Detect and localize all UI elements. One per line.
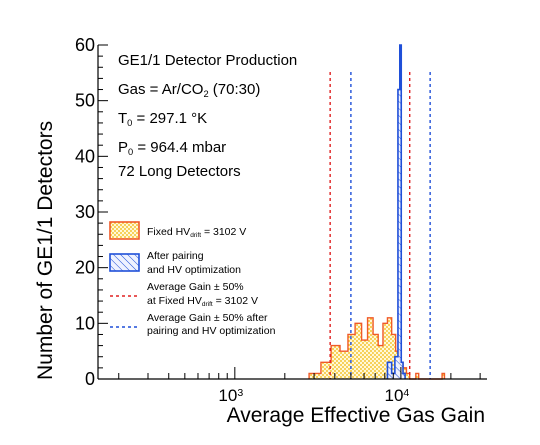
histogram-bar (309, 373, 321, 379)
histogram-bar (320, 362, 332, 379)
y-tick-label: 0 (85, 369, 95, 389)
histogram-bar (355, 323, 362, 379)
annotation-line1: GE1/1 Detector Production (118, 52, 297, 69)
legend-swatch-optimized (109, 253, 140, 272)
histogram-bar (397, 89, 400, 380)
x-tick-label: 103 (218, 386, 243, 405)
histogram-bar (415, 373, 419, 379)
legend-label: Fixed HVdrift = 3102 V (147, 226, 246, 239)
legend: Fixed HVdrift = 3102 V After pairing and H… (109, 221, 276, 337)
histogram-bar (387, 362, 392, 379)
y-tick-label: 40 (75, 146, 95, 166)
legend-label: Average Gain ± 50% (147, 281, 244, 293)
histogram-outline-optimized (386, 44, 406, 379)
histogram-bar (373, 334, 379, 379)
histogram-bar (340, 351, 348, 379)
histogram-outline-fixed_hv (308, 317, 446, 380)
histogram-bar (387, 317, 392, 379)
annotation-line4: P0 = 964.4 mbar (118, 139, 226, 157)
histogram-bar (406, 373, 410, 379)
legend-entry-opt: After pairing and HV optimization (109, 250, 241, 276)
histogram-bar (367, 317, 374, 379)
legend-label: Average Gain ± 50% after (147, 312, 268, 324)
series-optimized (386, 44, 406, 380)
histogram-bar (378, 345, 383, 379)
x-tick-label: 104 (385, 386, 410, 405)
legend-label: After pairing (147, 250, 204, 262)
legend-entry-fixed: Fixed HVdrift = 3102 V (109, 221, 246, 240)
y-tick-label: 30 (75, 202, 95, 222)
y-tick-label: 20 (75, 258, 95, 278)
annotation-line5: 72 Long Detectors (118, 163, 241, 180)
x-axis-title: Average Effective Gas Gain (227, 404, 485, 427)
histogram-bar (401, 362, 404, 379)
histogram-bar (394, 356, 398, 379)
y-tick-label: 60 (75, 35, 95, 55)
annotation-block: GE1/1 Detector Production Gas = Ar/CO2 (7… (118, 52, 297, 180)
legend-label: pairing and HV optimization (147, 325, 276, 337)
histogram-bar (403, 373, 406, 379)
legend-label: at Fixed HVdrift = 3102 V (147, 295, 258, 308)
histogram-bar (382, 323, 388, 379)
legend-label: and HV optimization (147, 264, 241, 276)
axes: 0 10 20 30 40 50 60 103 104 (75, 35, 487, 405)
plot-area (308, 44, 446, 380)
series-fixed_hv (308, 317, 446, 380)
legend-entry-fixedlim: Average Gain ± 50% at Fixed HVdrift = 310… (110, 281, 258, 308)
y-tick-label: 50 (75, 91, 95, 111)
y-axis-title: Number of GE1/1 Detectors (34, 121, 57, 380)
histogram-bar (361, 340, 368, 379)
y-tick-label: 10 (75, 313, 95, 333)
annotation-line2: Gas = Ar/CO2 (70:30) (118, 81, 260, 99)
legend-swatch-fixed (109, 221, 140, 240)
histogram-bar (391, 334, 396, 379)
histogram-bar (442, 373, 445, 379)
histogram-bar (331, 345, 341, 379)
annotation-line3: T0 = 297.1 °K (118, 110, 207, 128)
